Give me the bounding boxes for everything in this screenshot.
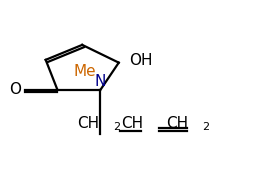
Text: Me: Me (74, 64, 96, 79)
Text: 2: 2 (113, 122, 120, 132)
Text: CH: CH (166, 116, 188, 131)
Text: CH: CH (121, 116, 144, 131)
Text: O: O (9, 82, 21, 97)
Text: CH: CH (77, 116, 99, 131)
Text: OH: OH (129, 53, 153, 68)
Text: N: N (95, 74, 106, 89)
Text: 2: 2 (202, 122, 209, 132)
